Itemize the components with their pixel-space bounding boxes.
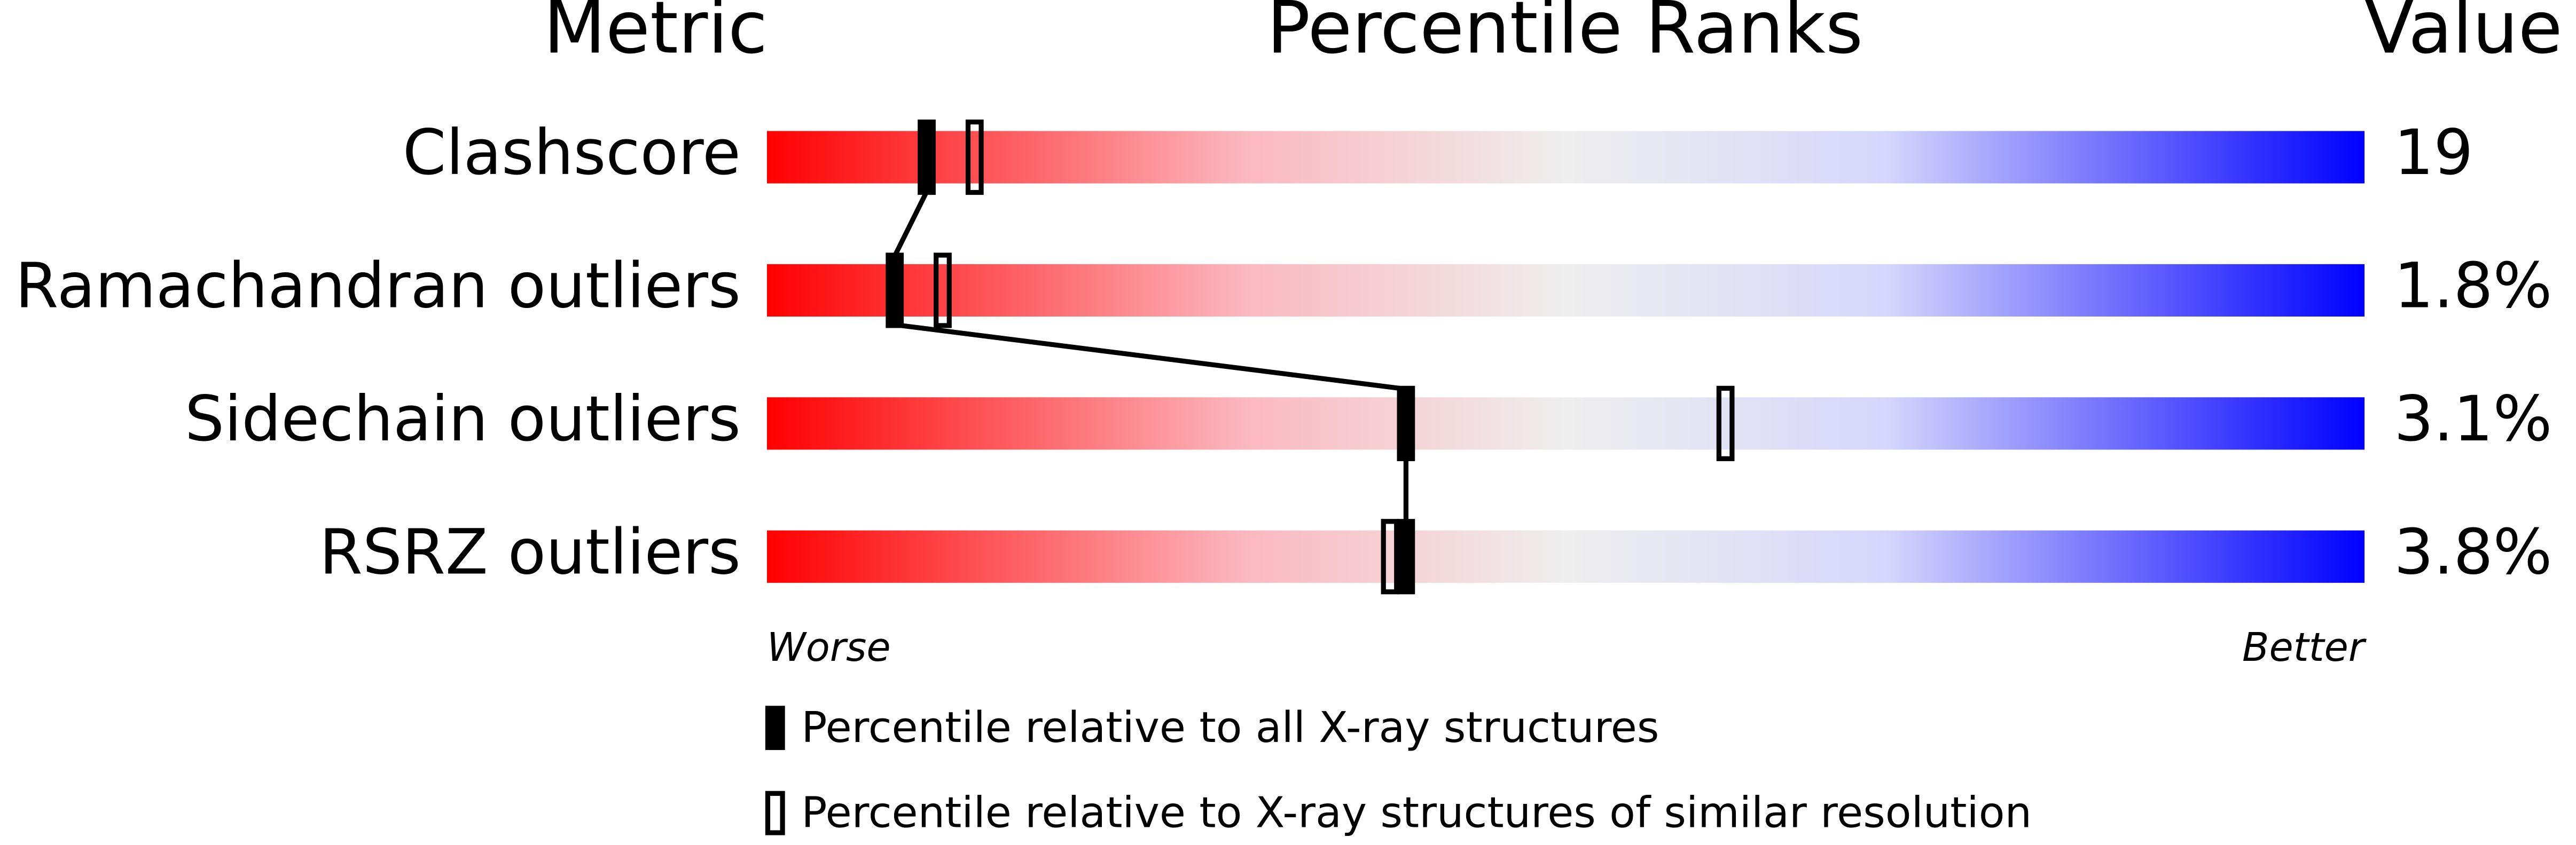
connector-line bbox=[892, 190, 929, 257]
legend-label: Percentile relative to all X-ray structu… bbox=[801, 702, 1659, 752]
percentile-marker-open bbox=[965, 119, 984, 195]
percentile-marker-filled bbox=[918, 119, 936, 195]
percentile-marker-open bbox=[934, 252, 952, 328]
header-metric: Metric bbox=[544, 0, 768, 69]
metric-label: Ramachandran outliers bbox=[15, 250, 740, 322]
metric-value: 1.8% bbox=[2394, 250, 2552, 322]
metric-label: Clashscore bbox=[403, 117, 741, 189]
metric-label: Sidechain outliers bbox=[185, 383, 741, 455]
percentile-bar bbox=[766, 131, 2365, 184]
connector-line bbox=[894, 322, 1406, 392]
percentile-marker-open bbox=[1716, 385, 1735, 461]
header-percentile: Percentile Ranks bbox=[1267, 0, 1863, 69]
axis-better: Better bbox=[2242, 625, 2367, 670]
header-value: Value bbox=[2364, 0, 2563, 69]
percentile-marker-filled bbox=[886, 252, 904, 328]
legend-marker-open bbox=[765, 791, 785, 835]
metric-value: 3.1% bbox=[2394, 383, 2552, 455]
percentile-bar bbox=[766, 530, 2365, 583]
percentile-bar bbox=[766, 397, 2365, 450]
metric-value: 3.8% bbox=[2394, 516, 2552, 588]
axis-worse: Worse bbox=[767, 625, 891, 670]
percentile-bar bbox=[766, 264, 2365, 317]
legend-marker-filled bbox=[765, 706, 785, 751]
metric-label: RSRZ outliers bbox=[319, 516, 741, 588]
percentile-marker-filled bbox=[1397, 385, 1415, 461]
percentile-marker-filled bbox=[1397, 519, 1415, 595]
percentile-marker-open bbox=[1381, 519, 1399, 595]
legend-label: Percentile relative to X-ray structures … bbox=[801, 788, 2032, 838]
metric-value: 19 bbox=[2394, 117, 2473, 189]
